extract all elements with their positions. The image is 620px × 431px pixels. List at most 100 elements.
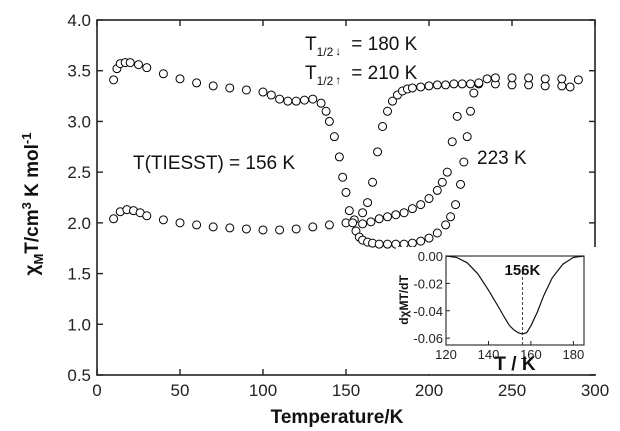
data-point: [125, 58, 135, 68]
data-point: [225, 223, 235, 233]
series-filled-square-warming: [358, 111, 462, 229]
data-point: [334, 152, 344, 162]
inset-background: [396, 247, 596, 374]
y-tick-label: 3.0: [67, 112, 91, 131]
data-point: [134, 60, 143, 70]
data-point: [378, 122, 388, 131]
data-point: [225, 83, 235, 93]
data-point: [283, 96, 293, 106]
data-point: [432, 228, 442, 238]
data-point: [407, 238, 417, 248]
data-point: [321, 106, 331, 116]
x-axis-title: Temperature/K: [271, 407, 404, 428]
inset-x-tick-label: 160: [520, 347, 542, 362]
data-point: [399, 208, 409, 218]
data-point: [258, 225, 268, 235]
data-point: [358, 208, 368, 218]
data-point: [366, 217, 376, 227]
data-point: [383, 239, 392, 249]
y-tick-label: 1.5: [67, 265, 91, 284]
data-point: [208, 222, 218, 232]
data-point: [524, 73, 534, 83]
inset-y-tick-label: -0.04: [413, 304, 443, 319]
data-point: [338, 172, 348, 182]
data-point: [573, 75, 583, 85]
data-point: [300, 95, 309, 105]
inset-curve: [445, 255, 585, 335]
x-tick-label: 250: [498, 381, 526, 400]
data-point: [459, 157, 469, 167]
data-point: [416, 236, 426, 246]
data-point: [241, 224, 251, 234]
data-point: [565, 82, 575, 92]
series-open-circle: [109, 58, 583, 249]
inset-derivative-plot: 120 140 160 180 0.00 -0.02 -0.04 -0.06 156K T / K…: [396, 247, 596, 375]
data-point: [192, 220, 202, 230]
y-axis-ticks: 0.5 1.0 1.5 2.0 2.5 3.0 3.5 4.0: [67, 11, 595, 385]
data-point: [441, 220, 451, 230]
data-point: [258, 87, 268, 97]
y-tick-label: 2.0: [67, 214, 91, 233]
data-point: [142, 63, 152, 73]
inset-y-tick-label: 0.00: [418, 249, 443, 264]
data-point: [437, 177, 447, 187]
inset-frame: [445, 255, 585, 346]
data-point: [432, 80, 442, 90]
x-tick-label: 0: [92, 381, 101, 400]
svg-text:T1/2↓= 180 K: T1/2 ↓ = 180 K: [305, 34, 418, 59]
data-point: [275, 94, 285, 104]
svg-text:T1/2↑= 210 K: T1/2 ↑ = 210 K: [305, 63, 418, 88]
t-half-up-annotation: T1/2 ↑ = 210 K: [305, 63, 418, 88]
data-point: [158, 69, 168, 79]
data-point: [474, 78, 484, 88]
data-point: [507, 73, 517, 83]
x-tick-label: 50: [171, 381, 190, 400]
data-point: [469, 88, 479, 98]
data-point: [432, 185, 442, 195]
y-axis-title: χMT/cm3 K mol-1: [19, 132, 46, 275]
y-tick-label: 0.5: [67, 366, 91, 385]
data-point: [368, 177, 378, 187]
x-tick-label: 150: [332, 381, 360, 400]
data-point: [192, 78, 202, 88]
data-point: [344, 206, 354, 216]
y-tick-label: 2.5: [67, 163, 91, 182]
series-filled-square: [109, 79, 575, 235]
data-point: [374, 239, 384, 249]
data-point: [387, 96, 397, 106]
data-point: [158, 215, 168, 225]
data-point: [424, 81, 434, 91]
data-point: [383, 212, 392, 222]
data-point: [451, 200, 461, 210]
data-point: [462, 132, 472, 142]
y-tick-label: 1.0: [67, 315, 91, 334]
data-point: [341, 187, 351, 197]
data-point: [175, 74, 185, 84]
data-point: [399, 239, 409, 249]
data-point: [424, 194, 434, 204]
data-point: [490, 73, 500, 83]
data-point: [308, 222, 318, 232]
tiesst-annotation: T(TIESST) = 156 K: [133, 153, 295, 174]
data-point: [291, 224, 301, 234]
data-point: [442, 167, 452, 177]
data-point: [175, 218, 185, 228]
data-point: [447, 137, 457, 147]
data-point: [456, 179, 466, 189]
data-point: [466, 106, 475, 116]
x-tick-label: 300: [581, 381, 609, 400]
data-point: [291, 96, 301, 106]
data-point: [208, 81, 218, 91]
data-point: [391, 210, 401, 220]
data-point: [441, 80, 451, 90]
data-point: [383, 106, 392, 116]
data-point: [316, 98, 326, 108]
data-point: [363, 198, 373, 208]
inset-y-tick-label: -0.06: [413, 331, 443, 346]
data-point: [329, 132, 339, 142]
inset-y-axis-title: dχMT/dT: [397, 275, 411, 325]
data-point: [109, 75, 119, 85]
data-point: [416, 82, 426, 92]
data-point: [266, 90, 276, 100]
